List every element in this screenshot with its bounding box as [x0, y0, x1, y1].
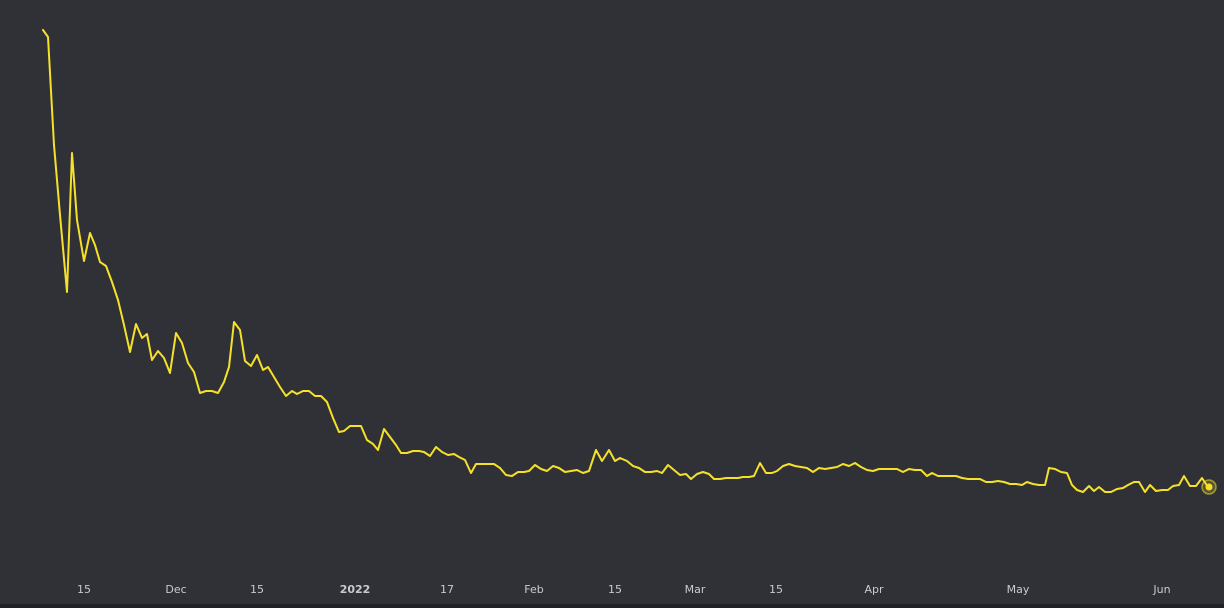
data-series-line: [42, 29, 1209, 493]
x-tick-label: Feb: [524, 583, 544, 596]
x-tick-label: 2022: [339, 583, 371, 596]
x-tick-label: Mar: [684, 583, 706, 596]
x-tick-label: 17: [440, 583, 454, 596]
x-tick-label: 15: [769, 583, 783, 596]
x-tick-label: May: [1006, 583, 1030, 596]
x-tick-label: Dec: [165, 583, 187, 596]
x-tick-label: Jun: [1153, 583, 1171, 596]
x-tick-label: 15: [77, 583, 91, 596]
x-tick-label: Apr: [864, 583, 884, 596]
last-point-marker[interactable]: [1205, 483, 1213, 491]
x-tick-label: 15: [608, 583, 622, 596]
x-tick-label: 15: [250, 583, 264, 596]
bottom-divider: [0, 604, 1224, 608]
